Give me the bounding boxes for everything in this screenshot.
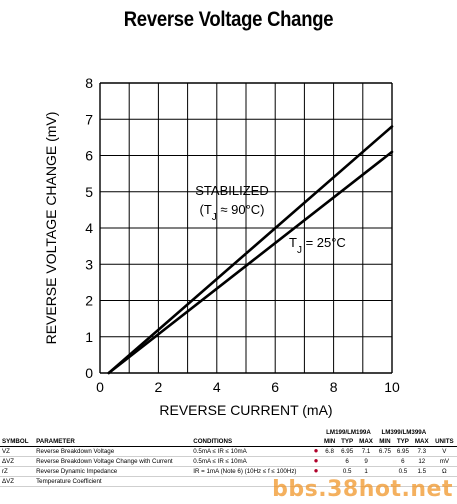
grid xyxy=(99,82,393,374)
lm199-value-cell: 6.95 xyxy=(338,446,357,457)
y-tick-label: 6 xyxy=(85,148,93,164)
bullet-cell: ● xyxy=(311,456,322,467)
y-tick-label: 7 xyxy=(85,111,93,127)
x-tick-label: 6 xyxy=(271,379,279,395)
g1-max-header: MAX xyxy=(356,437,376,447)
lm399-value-cell: 7.3 xyxy=(411,446,432,457)
units-header: UNITS xyxy=(431,437,457,447)
lm399-value-cell xyxy=(375,456,394,467)
lm399-value-cell: 1.5 xyxy=(411,466,432,477)
annotation-tj-25c: TJ = 25°C xyxy=(289,235,346,256)
table-body: VZ Reverse Breakdown Voltage 0.5mA ≤ IR ≤ … xyxy=(0,446,457,487)
group1-header: LM199/LM199A xyxy=(326,429,371,436)
y-tick-label: 1 xyxy=(85,329,93,345)
watermark: bbs.38hot.net xyxy=(272,477,453,502)
x-tick-label: 10 xyxy=(384,379,400,395)
lm199-value-cell: 7.1 xyxy=(356,446,376,457)
lm199-value-cell xyxy=(356,476,376,487)
y-tick-label: 5 xyxy=(85,184,93,200)
conditions-cell: 0.5mA ≤ IR ≤ 10mA xyxy=(191,456,312,467)
lm199-value-cell: 9 xyxy=(356,456,376,467)
lm199-value-cell: 6 xyxy=(338,456,357,467)
units-cell xyxy=(431,476,457,487)
symbol-cell: rZ xyxy=(0,466,35,477)
symbol-cell: ΔVZ xyxy=(0,476,35,487)
g1-typ-header: TYP xyxy=(338,437,357,447)
series-lines xyxy=(107,125,394,375)
lm399-value-cell: 6 xyxy=(393,456,412,467)
lm199-value-cell xyxy=(321,466,339,477)
lm199-value-cell xyxy=(321,456,339,467)
annotation-stabilized: STABILIZED xyxy=(195,183,268,198)
symbol-header: SYMBOL xyxy=(0,437,35,447)
y-tick-label: 2 xyxy=(85,293,93,309)
conditions-cell: IR = 1mA (Note 6) (10Hz ≤ f ≤ 100Hz) xyxy=(191,466,312,477)
conditions-cell: 0.5mA ≤ IR ≤ 10mA xyxy=(191,446,312,457)
annotation-tj-90c: (TJ ≈ 90°C) xyxy=(199,202,264,223)
table-row: ΔVZ Temperature Coefficient xyxy=(0,476,457,487)
spec-table: LM199/LM199A LM399/LM399A SYMBOL PARAMET… xyxy=(0,427,457,487)
chart-title: Reverse Voltage Change xyxy=(123,8,334,31)
lm399-value-cell: 0.5 xyxy=(393,466,412,477)
y-tick-label: 8 xyxy=(85,75,93,91)
table-row: ΔVZ Reverse Breakdown Voltage Change with… xyxy=(0,456,457,467)
parameter-cell: Reverse Breakdown Voltage xyxy=(34,446,192,457)
symbol-cell: VZ xyxy=(0,446,35,457)
x-tick-label: 4 xyxy=(213,379,221,395)
y-tick-label: 0 xyxy=(85,365,93,381)
y-tick-label: 3 xyxy=(85,256,93,272)
units-cell: mV xyxy=(431,456,457,467)
bullet-cell xyxy=(311,476,322,487)
table-row: VZ Reverse Breakdown Voltage 0.5mA ≤ IR ≤ … xyxy=(0,446,457,457)
conditions-header: CONDITIONS xyxy=(191,437,312,447)
parameter-cell: Temperature Coefficient xyxy=(34,476,192,487)
x-tick-label: 8 xyxy=(330,379,338,395)
lm199-value-cell: 1 xyxy=(356,466,376,477)
table-row: rZ Reverse Dynamic Impedance IR = 1mA (Not… xyxy=(0,466,457,477)
lm399-value-cell xyxy=(393,476,412,487)
units-cell: Ω xyxy=(431,466,457,477)
units-cell: V xyxy=(431,446,457,457)
series-line-2 xyxy=(107,150,394,375)
y-axis-label: REVERSE VOLTAGE CHANGE (mV) xyxy=(43,112,59,345)
g2-typ-header: TYP xyxy=(393,437,412,447)
lm199-value-cell: 6.8 xyxy=(321,446,339,457)
lm199-value-cell: 0.5 xyxy=(338,466,357,477)
lm399-value-cell xyxy=(375,466,394,477)
lm399-value-cell xyxy=(411,476,432,487)
parameter-cell: Reverse Breakdown Voltage Change with Cu… xyxy=(34,456,192,467)
lm199-value-cell xyxy=(338,476,357,487)
lm399-value-cell: 6.95 xyxy=(393,446,412,457)
chart: 0 2 4 6 8 10 0 1 2 3 4 5 6 7 8 REVERSE CURRENT (mA) RE… xyxy=(43,75,400,418)
g2-min-header: MIN xyxy=(375,437,394,447)
tick-labels: 0 2 4 6 8 10 0 1 2 3 4 5 6 7 8 xyxy=(85,75,400,395)
lm399-value-cell xyxy=(375,476,394,487)
bullet-cell: ● xyxy=(311,466,322,477)
series-line-1 xyxy=(107,125,394,375)
bullet-cell: ● xyxy=(311,446,322,457)
conditions-cell xyxy=(191,476,312,487)
parameter-cell: Reverse Dynamic Impedance xyxy=(34,466,192,477)
lm199-value-cell xyxy=(321,476,339,487)
group2-header: LM399/LM399A xyxy=(381,429,427,436)
y-tick-label: 4 xyxy=(85,220,93,236)
symbol-cell: ΔVZ xyxy=(0,456,35,467)
x-tick-label: 2 xyxy=(155,379,163,395)
lm399-value-cell: 6.75 xyxy=(375,446,394,457)
x-tick-label: 0 xyxy=(96,379,104,395)
g2-max-header: MAX xyxy=(411,437,432,447)
g1-min-header: MIN xyxy=(321,437,339,447)
spec-table-region: LM199/LM199A LM399/LM399A SYMBOL PARAMET… xyxy=(0,427,457,504)
lm399-value-cell: 12 xyxy=(411,456,432,467)
parameter-header: PARAMETER xyxy=(34,437,192,447)
x-axis-label: REVERSE CURRENT (mA) xyxy=(159,402,332,418)
